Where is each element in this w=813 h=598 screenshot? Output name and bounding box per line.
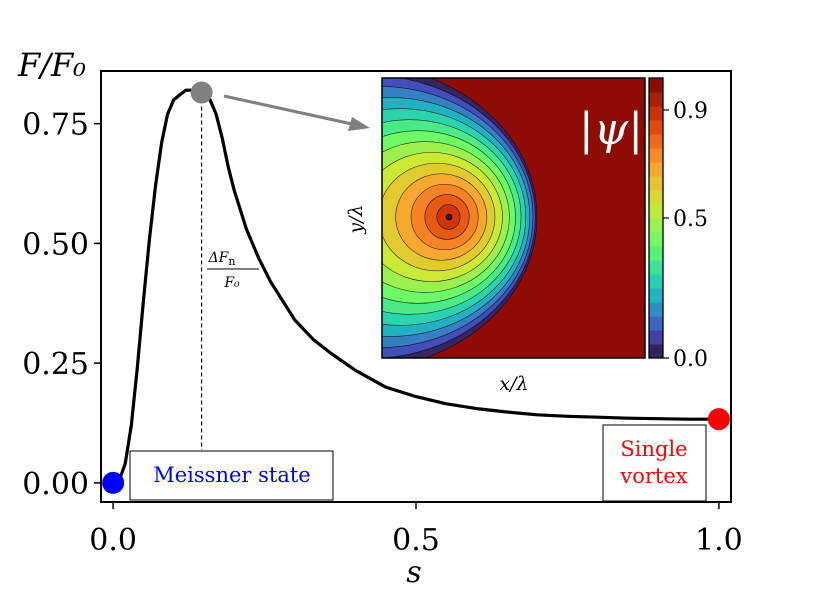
colorbar-tick-label: 0.9	[673, 99, 708, 124]
colorbar-tick-label: 0.0	[673, 347, 708, 372]
colorbar-step	[649, 134, 663, 149]
barrier-numerator-sub: n	[228, 255, 235, 268]
colorbar-step	[649, 260, 663, 275]
axis-ticks: 0.0 0.5 1.0 0.00 0.25 0.50 0.75	[22, 108, 743, 558]
colorbar-step	[649, 302, 663, 317]
y-tick-label: 0.50	[22, 227, 89, 262]
colorbar	[649, 78, 663, 359]
colorbar-step	[649, 232, 663, 247]
vortex-label-line2: vortex	[619, 464, 687, 488]
colorbar-step	[649, 162, 663, 177]
inset-y-label: y/λ	[345, 204, 367, 234]
markers	[102, 81, 730, 494]
plot-frame	[100, 70, 732, 503]
inset-frame	[381, 77, 646, 359]
inset-title: |ψ|	[579, 104, 643, 155]
series-line-free-energy	[112, 88, 719, 485]
colorbar-step	[649, 176, 663, 191]
vortex-core	[445, 213, 453, 221]
x-tick-label: 1.0	[695, 523, 743, 558]
vortex-label-line1: Single	[620, 437, 687, 461]
x-tick-label: 0.0	[89, 523, 137, 558]
barrier-denominator: F₀	[223, 275, 240, 291]
colorbar-step	[649, 274, 663, 289]
single-vortex-box: Single vortex	[602, 424, 707, 502]
colorbar-step	[649, 92, 663, 107]
colorbar-step	[649, 190, 663, 205]
meissner-point	[102, 471, 125, 494]
colorbar-step	[649, 288, 663, 303]
y-tick-label: 0.25	[22, 347, 89, 382]
meissner-state-box: Meissner state	[129, 450, 334, 501]
y-axis-label: F/F₀	[17, 46, 86, 84]
colorbar-step	[649, 148, 663, 163]
y-tick-label: 0.00	[22, 467, 89, 502]
vortex-point	[707, 408, 730, 431]
inset-x-label: x/λ	[499, 373, 528, 395]
colorbar-step	[649, 204, 663, 219]
meissner-label: Meissner state	[153, 463, 310, 487]
colorbar-step	[649, 316, 663, 331]
colorbar-step	[649, 218, 663, 233]
inset-contours	[382, 78, 538, 358]
y-tick-label: 0.75	[22, 108, 89, 143]
energy-barrier-label: ΔFn F₀	[207, 250, 259, 291]
inset-heatmap: |ψ| 0.9 0.5 0.0 x/λ y/λ	[345, 77, 708, 395]
saddle-point	[190, 81, 213, 104]
colorbar-ticks: 0.9 0.5 0.0	[663, 99, 708, 372]
colorbar-step	[649, 78, 663, 93]
x-axis-label: s	[406, 555, 421, 590]
colorbar-step	[649, 106, 663, 121]
arrow-to-inset	[223, 94, 370, 131]
colorbar-step	[649, 246, 663, 261]
colorbar-step	[649, 120, 663, 135]
colorbar-tick-label: 0.5	[673, 207, 708, 232]
colorbar-step	[649, 344, 663, 359]
x-tick-label: 0.5	[392, 523, 440, 558]
svg-text:ΔFn: ΔFn	[208, 250, 236, 268]
barrier-numerator: ΔF	[208, 250, 230, 266]
colorbar-step	[649, 330, 663, 345]
